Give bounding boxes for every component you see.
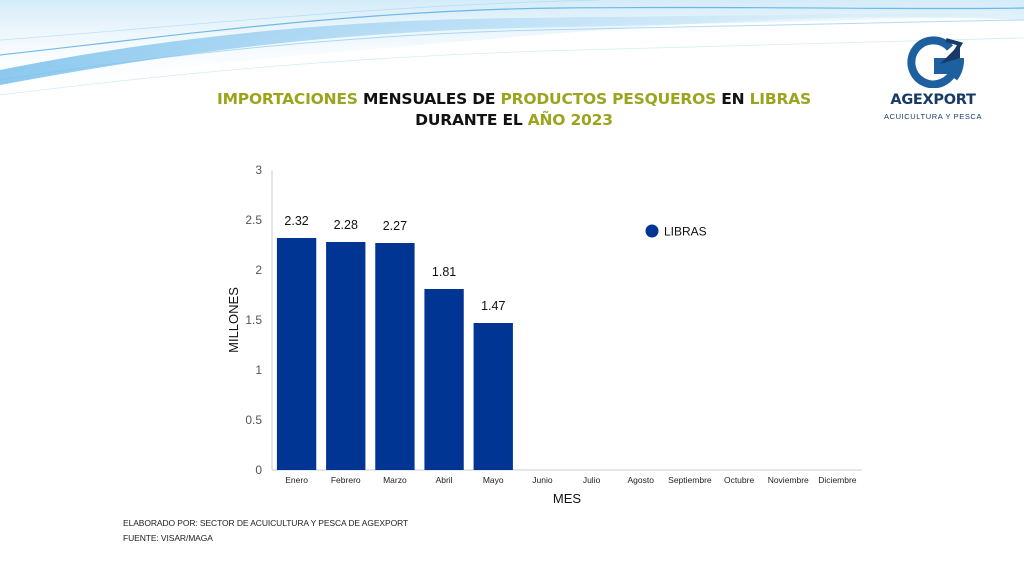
x-axis-label: MES <box>553 491 582 506</box>
data-label: 2.28 <box>334 218 358 232</box>
x-tick-label: Marzo <box>383 475 407 485</box>
y-tick-label: 1 <box>255 363 262 377</box>
logo-name: AGEXPORT <box>890 92 976 108</box>
x-tick-label: Noviembre <box>768 475 809 485</box>
bars <box>276 238 513 470</box>
y-tick-label: 2 <box>255 263 262 277</box>
y-tick-label: 2.5 <box>245 213 262 227</box>
bar-mayo <box>473 323 513 470</box>
y-tick-label: 1.5 <box>245 313 262 327</box>
footer-source: FUENTE: VISAR/MAGA <box>123 533 213 543</box>
chart-title-line-2: DURANTE EL AÑO 2023 <box>0 111 1024 129</box>
bar-enero <box>276 238 317 470</box>
chart-title-line-1: IMPORTACIONES MENSUALES DE PRODUCTOS PES… <box>0 90 1024 108</box>
bar-marzo <box>375 243 415 470</box>
x-tick-label: Diciembre <box>818 475 857 485</box>
y-axis: 0 0.5 1 1.5 2 2.5 3 <box>245 163 273 477</box>
y-axis-label: MILLONES <box>226 287 241 353</box>
title-segment: MENSUALES DE <box>362 90 501 108</box>
x-tick-label: Octubre <box>724 475 755 485</box>
x-tick-label: Mayo <box>483 475 504 485</box>
data-labels: 2.32 2.28 2.27 1.81 1.47 <box>284 214 505 313</box>
y-tick-label: 0.5 <box>245 413 262 427</box>
x-tick-label: Junio <box>532 475 553 485</box>
title-segment: EN <box>716 90 750 108</box>
title-segment: DURANTE EL <box>415 111 528 129</box>
x-tick-label: Febrero <box>331 475 361 485</box>
x-tick-label: Agosto <box>628 475 655 485</box>
y-tick-label: 3 <box>255 163 262 177</box>
header-wave-decoration <box>0 0 1024 96</box>
data-label: 1.47 <box>481 299 505 313</box>
x-tick-label: Julio <box>583 475 601 485</box>
bar-febrero <box>326 242 366 470</box>
agexport-g-arrow-icon <box>907 36 964 88</box>
data-label: 2.32 <box>284 214 308 228</box>
x-tick-label: Enero <box>285 475 308 485</box>
y-tick-label: 0 <box>255 463 262 477</box>
legend: LIBRAS <box>645 224 707 239</box>
agexport-logo: AGEXPORT ACUICULTURA Y PESCA <box>878 36 988 126</box>
data-label: 1.81 <box>432 265 456 279</box>
title-segment: PRODUCTOS PESQUEROS <box>500 90 717 108</box>
title-segment: LIBRAS <box>749 90 812 108</box>
x-tick-label: Septiembre <box>668 475 712 485</box>
logo-subtitle: ACUICULTURA Y PESCA <box>883 112 983 121</box>
title-segment: AÑO 2023 <box>527 111 613 129</box>
legend-label: LIBRAS <box>664 225 707 239</box>
legend-marker <box>645 224 659 238</box>
x-axis: Enero Febrero Marzo Abril Mayo Junio Julio Agos… <box>272 469 862 485</box>
x-tick-label: Abril <box>436 475 453 485</box>
title-segment: IMPORTACIONES <box>217 90 363 108</box>
bar-abril <box>424 289 464 470</box>
data-label: 2.27 <box>383 219 407 233</box>
footer-credit: ELABORADO POR: SECTOR DE ACUICULTURA Y P… <box>123 518 409 528</box>
